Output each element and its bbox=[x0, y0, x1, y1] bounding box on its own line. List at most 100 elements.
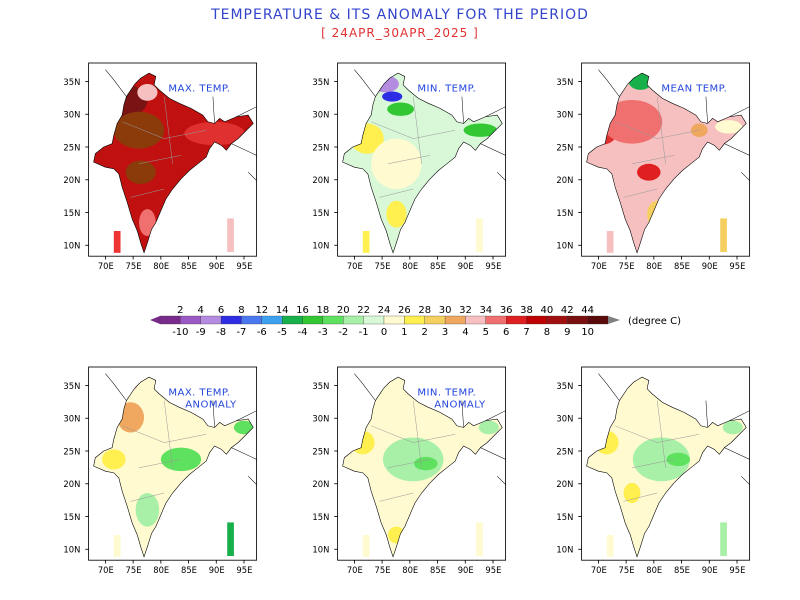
legend-temp-label: 22 bbox=[357, 305, 370, 316]
x-tick-label: 80E bbox=[153, 261, 169, 271]
period-subtitle: [ 24APR_30APR_2025 ] bbox=[321, 26, 479, 40]
y-tick-label: 35N bbox=[63, 77, 80, 87]
y-tick-label: 15N bbox=[63, 208, 80, 218]
legend-temp-label: 14 bbox=[276, 305, 289, 316]
legend-temp-label: 44 bbox=[581, 305, 594, 316]
x-tick-label: 85E bbox=[674, 261, 690, 271]
y-tick-label: 25N bbox=[63, 446, 80, 456]
panel-title: MAX. TEMP. bbox=[168, 388, 230, 399]
x-tick-label: 75E bbox=[126, 565, 142, 575]
y-tick-label: 10N bbox=[63, 545, 80, 555]
y-tick-label: 20N bbox=[556, 479, 573, 489]
panel-title: MEAN TEMP. bbox=[661, 84, 727, 95]
y-tick-label: 10N bbox=[556, 545, 573, 555]
legend-temp-label: 20 bbox=[337, 305, 350, 316]
legend-swatch bbox=[526, 315, 548, 325]
y-tick-label: 25N bbox=[312, 446, 329, 456]
legend-swatch bbox=[444, 315, 466, 325]
x-tick-label: 95E bbox=[236, 565, 252, 575]
andaman-swatch bbox=[362, 535, 370, 557]
x-tick-label: 80E bbox=[646, 261, 662, 271]
y-tick-label: 30N bbox=[312, 414, 329, 424]
y-tick-label: 30N bbox=[63, 414, 80, 424]
legend-temp-label: 36 bbox=[500, 305, 513, 316]
x-tick-label: 70E bbox=[591, 261, 607, 271]
y-tick-label: 10N bbox=[312, 241, 329, 251]
panel-title: MAX. TEMP. bbox=[168, 84, 230, 95]
legend-temp-label: 4 bbox=[198, 305, 204, 316]
y-tick-label: 15N bbox=[556, 208, 573, 218]
legend-anomaly-label: -2 bbox=[338, 327, 348, 338]
legend-temp-label: 2 bbox=[177, 305, 183, 316]
x-tick-label: 75E bbox=[126, 261, 142, 271]
panel-min-temp: MIN. TEMP. 70E 75E 80E 85E 90E 95E 35N 30N 25N 20N… bbox=[304, 43, 514, 273]
legend-temp-label: 28 bbox=[418, 305, 431, 316]
map-panel-svg: MEAN TEMP. 70E 75E 80E 85E 90E 95E 35N 30N 25N 20N… bbox=[556, 62, 751, 271]
legend-swatch bbox=[282, 315, 303, 325]
y-tick-label: 25N bbox=[556, 446, 573, 456]
legend-temp-label: 30 bbox=[439, 305, 452, 316]
legend-swatch bbox=[261, 315, 283, 325]
legend-swatch bbox=[383, 315, 405, 325]
legend-anomaly-label: -3 bbox=[318, 327, 328, 338]
lakshadweep-swatch bbox=[720, 218, 727, 252]
x-tick-label: 80E bbox=[646, 565, 662, 575]
x-tick-label: 95E bbox=[729, 261, 745, 271]
map-panel-svg: 70E 75E 80E 85E 90E 95E 35N 30N 25N 20N 15N 10N bbox=[556, 366, 751, 575]
legend-temp-label: 26 bbox=[398, 305, 411, 316]
legend-anomaly-label: 3 bbox=[442, 327, 448, 338]
lakshadweep-swatch bbox=[227, 522, 234, 556]
map-panel-svg: MIN. TEMP.ANOMALY 70E 75E 80E 85E 90E 95E 35N 30… bbox=[312, 366, 507, 575]
legend-swatch bbox=[546, 315, 568, 325]
x-tick-label: 80E bbox=[402, 565, 418, 575]
panel-subtitle: ANOMALY bbox=[434, 399, 486, 410]
x-tick-label: 95E bbox=[729, 565, 745, 575]
legend-swatch bbox=[220, 315, 242, 325]
y-tick-label: 15N bbox=[312, 208, 329, 218]
y-tick-label: 30N bbox=[556, 110, 573, 120]
y-tick-label: 25N bbox=[556, 142, 573, 152]
x-tick-label: 90E bbox=[458, 261, 474, 271]
x-tick-label: 90E bbox=[702, 261, 718, 271]
map-panel-svg: MIN. TEMP. 70E 75E 80E 85E 90E 95E 35N 30N 25N 20N… bbox=[312, 62, 507, 271]
map-panel-svg: MAX. TEMP.ANOMALY 70E 75E 80E 85E 90E 95E 35N 30… bbox=[63, 366, 258, 575]
legend-anomaly-label: 6 bbox=[503, 327, 509, 338]
legend-anomaly-label: -10 bbox=[172, 327, 188, 338]
panel-max-temp: MAX. TEMP. 70E 75E 80E 85E 90E 95E 35N 30N 25N 20N… bbox=[55, 43, 265, 273]
y-tick-label: 20N bbox=[312, 479, 329, 489]
legend-temp-label: 12 bbox=[255, 305, 268, 316]
x-tick-label: 85E bbox=[430, 261, 446, 271]
legend-swatch bbox=[200, 315, 222, 325]
lakshadweep-swatch bbox=[476, 522, 483, 556]
x-tick-label: 75E bbox=[375, 565, 391, 575]
panel-mean-temp-anomaly: 70E 75E 80E 85E 90E 95E 35N 30N 25N 20N 15N 10N bbox=[548, 347, 758, 577]
y-tick-label: 20N bbox=[312, 175, 329, 185]
legend-anomaly-label: -5 bbox=[277, 327, 287, 338]
legend-swatch bbox=[587, 315, 609, 325]
y-tick-label: 30N bbox=[312, 110, 329, 120]
legend-swatch bbox=[404, 315, 425, 325]
legend-temp-label: 40 bbox=[541, 305, 554, 316]
y-tick-label: 15N bbox=[63, 512, 80, 522]
x-tick-label: 70E bbox=[591, 565, 607, 575]
x-tick-label: 75E bbox=[375, 261, 391, 271]
andaman-swatch bbox=[606, 535, 614, 557]
x-tick-label: 70E bbox=[347, 565, 363, 575]
y-tick-label: 35N bbox=[63, 381, 80, 391]
x-tick-label: 90E bbox=[702, 565, 718, 575]
legend-temp-label: 16 bbox=[296, 305, 309, 316]
legend-swatch bbox=[485, 315, 507, 325]
legend-anomaly-label: 4 bbox=[462, 327, 468, 338]
legend-anomaly-label: 10 bbox=[581, 327, 594, 338]
x-tick-label: 95E bbox=[485, 261, 501, 271]
y-tick-label: 30N bbox=[63, 110, 80, 120]
x-tick-label: 90E bbox=[209, 261, 225, 271]
x-tick-label: 85E bbox=[430, 565, 446, 575]
legend-anomaly-label: 2 bbox=[422, 327, 428, 338]
legend-temp-label: 8 bbox=[238, 305, 244, 316]
andaman-swatch bbox=[362, 231, 370, 253]
x-tick-label: 90E bbox=[458, 565, 474, 575]
x-tick-label: 85E bbox=[181, 565, 197, 575]
legend-swatch bbox=[506, 315, 527, 325]
x-tick-label: 95E bbox=[236, 261, 252, 271]
